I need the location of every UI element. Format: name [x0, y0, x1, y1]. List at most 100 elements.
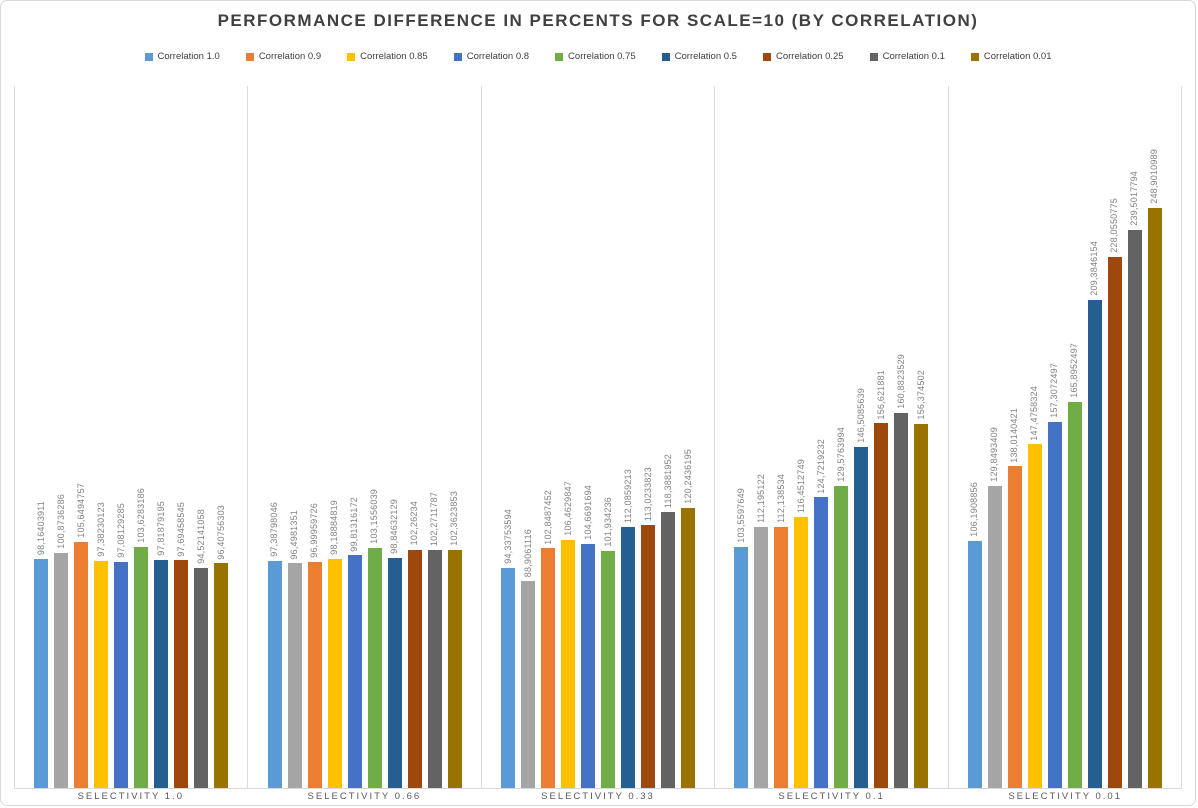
- bar: [1107, 256, 1122, 788]
- category-group: 98,16403911 100,8736286 105,6494757 97,3823…: [14, 86, 247, 788]
- bar-column: 120,2436195: [681, 449, 696, 788]
- legend-label: Correlation 0.1: [882, 51, 945, 62]
- bar: [814, 497, 829, 788]
- bar: [734, 546, 749, 788]
- bar-column: 146,5085639: [854, 388, 869, 788]
- legend-item: Correlation 0.8: [453, 51, 529, 62]
- bar: [581, 544, 596, 788]
- bar-value-label: 124,7219232: [815, 438, 826, 494]
- bar-column: 102,3623853: [447, 490, 462, 788]
- category-label: SELECTIVITY 1.0: [77, 791, 184, 802]
- category-group: 103,5597649 112,195122 112,138534 116,45127…: [714, 86, 947, 788]
- legend-item: Correlation 0.1: [869, 51, 945, 62]
- legend-swatch-icon: [144, 52, 153, 61]
- legend-item: Correlation 0.5: [661, 51, 737, 62]
- bar-column: 113,0233823: [641, 467, 656, 788]
- bar-value-label: 103,1556039: [369, 488, 380, 544]
- bar: [427, 549, 442, 788]
- legend-item: Correlation 0.75: [555, 51, 636, 62]
- bar-value-label: 103,5597649: [735, 487, 746, 543]
- bar: [74, 541, 89, 788]
- bar-column: 156,374502: [914, 370, 929, 788]
- bar: [267, 561, 282, 788]
- bar-column: 102,8487452: [541, 490, 556, 788]
- bar: [541, 548, 556, 788]
- bar-column: 102,26234: [407, 501, 422, 788]
- bar-value-label: 98,18884819: [329, 500, 340, 556]
- bar: [661, 512, 676, 788]
- bar: [681, 507, 696, 788]
- bar-value-label: 96,4981351: [289, 509, 300, 560]
- bar-column: 99,81316172: [347, 497, 362, 788]
- bar: [407, 549, 422, 788]
- bar: [501, 568, 516, 788]
- bar-value-label: 239,5017794: [1129, 171, 1140, 226]
- bar-column: 239,5017794: [1127, 171, 1142, 788]
- bar-column: 96,40756303: [214, 505, 229, 788]
- bar: [987, 485, 1002, 788]
- bar-column: 98,84632129: [387, 499, 402, 788]
- bar-column: 97,81879195: [154, 501, 169, 788]
- bar-column: 112,0859213: [621, 469, 636, 788]
- bar: [1007, 466, 1022, 788]
- category-label: SELECTIVITY 0.33: [541, 791, 655, 802]
- bar: [214, 563, 229, 788]
- bar: [1027, 444, 1042, 788]
- bar-value-label: 96,99959726: [309, 503, 320, 558]
- bar-column: 94,52141058: [194, 509, 209, 788]
- legend-label: Correlation 0.9: [258, 51, 322, 62]
- bar-value-label: 138,0140421: [1009, 407, 1020, 463]
- bar-column: 129,8493409: [987, 427, 1002, 788]
- legend-swatch-icon: [762, 52, 771, 61]
- bar-value-label: 98,16403911: [35, 501, 46, 556]
- bar: [774, 526, 789, 788]
- bar-column: 124,7219232: [814, 438, 829, 788]
- bar-column: 106,4629847: [561, 481, 576, 788]
- bar-column: 94,33753594: [501, 509, 516, 788]
- bar: [967, 540, 982, 788]
- bar-column: 88,9061116: [521, 528, 536, 788]
- bar-column: 138,0140421: [1007, 407, 1022, 788]
- bar-value-label: 103,6283186: [135, 487, 146, 543]
- bar: [834, 486, 849, 788]
- bar-value-label: 88,9061116: [522, 528, 533, 577]
- bar: [601, 550, 616, 788]
- bar: [914, 423, 929, 788]
- legend-item: Correlation 1.0: [144, 51, 220, 62]
- legend-item: Correlation 0.85: [347, 51, 428, 62]
- bar-value-label: 228,0550775: [1109, 197, 1120, 253]
- bar-value-label: 102,3623853: [449, 490, 460, 546]
- bar-column: 209,3846154: [1087, 241, 1102, 788]
- bar-value-label: 129,5763994: [835, 427, 846, 483]
- bar-value-label: 160,8823529: [895, 354, 906, 410]
- legend: Correlation 1.0 Correlation 0.9 Correlatio…: [1, 51, 1195, 62]
- legend-swatch-icon: [970, 52, 979, 61]
- bar-column: 97,08129285: [114, 503, 129, 788]
- bar: [347, 555, 362, 788]
- bar: [287, 563, 302, 788]
- bar: [874, 423, 889, 788]
- bar-value-label: 156,374502: [915, 370, 926, 420]
- bar-column: 102,2711787: [427, 492, 442, 788]
- bar: [327, 559, 342, 788]
- bar-column: 103,5597649: [734, 487, 749, 788]
- legend-item: Correlation 0.25: [762, 51, 844, 62]
- bar: [1047, 421, 1062, 788]
- bar: [154, 560, 169, 788]
- legend-label: Correlation 0.85: [360, 51, 428, 62]
- bar-column: 156,621881: [874, 370, 889, 788]
- bar-value-label: 97,69458545: [175, 501, 186, 557]
- bar-value-label: 97,38230123: [95, 502, 106, 558]
- bar-column: 97,38230123: [94, 502, 109, 788]
- bar-value-label: 106,4629847: [562, 481, 573, 536]
- bar-value-label: 94,52141058: [195, 509, 206, 564]
- bar: [1067, 401, 1082, 788]
- legend-swatch-icon: [347, 52, 356, 61]
- bar-value-label: 100,8736286: [55, 494, 66, 549]
- bar-column: 98,16403911: [34, 501, 49, 788]
- bar-value-label: 248,9010989: [1149, 149, 1160, 205]
- bar-column: 129,5763994: [834, 427, 849, 788]
- bar-column: 97,38798046: [267, 502, 282, 788]
- legend-item: Correlation 0.01: [970, 51, 1052, 62]
- bar-value-label: 102,26234: [409, 501, 420, 546]
